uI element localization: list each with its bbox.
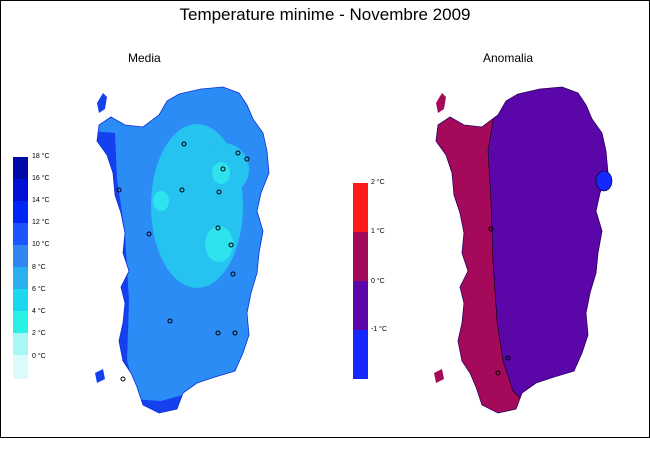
legend-swatch-8	[13, 267, 28, 289]
anomaly-label-0: 0 °C	[371, 278, 385, 285]
legend-swatch-6	[13, 289, 28, 311]
anomaly-sant-antioco-island	[434, 369, 444, 383]
legend-label-18: 18 °C	[32, 153, 50, 160]
media-sant-antioco-island	[95, 369, 105, 383]
anomaly-label-minus1: -1 °C	[371, 326, 388, 333]
legend-label-0: 0 °C	[32, 353, 46, 360]
anomaly-zero-contour	[487, 87, 524, 402]
legend-swatch-0	[13, 355, 28, 379]
anomaly-east-coast-spot	[595, 170, 613, 192]
legend-label-14: 14 °C	[32, 197, 50, 204]
media-cyan-zone-east	[205, 226, 233, 262]
anomaly-station-markers	[488, 226, 511, 376]
media-station-markers	[116, 141, 250, 382]
anomaly-swatch-0	[353, 281, 368, 330]
anomaly-east-zone	[488, 87, 608, 401]
anomaly-zones	[488, 87, 608, 401]
maps-canvas	[13, 86, 613, 414]
legend-label-10: 10 °C	[32, 241, 50, 248]
anomaly-swatch-minus1	[353, 330, 368, 379]
anomaly-legend-bar	[353, 183, 368, 379]
legend-label-12: 12 °C	[32, 219, 50, 226]
legend-swatch-4	[13, 311, 28, 333]
anomaly-label-1: 1 °C	[371, 228, 385, 235]
legend-label-16: 16 °C	[32, 175, 50, 182]
anomaly-label-2: 2 °C	[371, 179, 385, 186]
media-legend-bar	[13, 157, 28, 379]
media-cyan-zone-west	[153, 191, 169, 211]
map-figure: Temperature minime - Novembre 2009 Media…	[0, 0, 650, 438]
anomaly-swatch-2	[353, 183, 368, 232]
legend-label-8: 8 °C	[32, 264, 46, 271]
media-asinara-island	[97, 93, 107, 113]
legend-label-4: 4 °C	[32, 308, 46, 315]
legend-swatch-18	[13, 157, 28, 179]
media-south-coast-band	[131, 395, 191, 413]
legend-swatch-16	[13, 179, 28, 201]
media-map-title: Media	[128, 51, 161, 65]
legend-swatch-2	[13, 333, 28, 355]
anomaly-map-title: Anomalia	[483, 51, 534, 65]
anomaly-swatch-1	[353, 232, 368, 281]
legend-swatch-14	[13, 201, 28, 223]
media-cyan-zone-north	[212, 162, 230, 184]
figure-title: Temperature minime - Novembre 2009	[179, 5, 471, 24]
anomaly-asinara-island	[436, 93, 446, 113]
legend-label-2: 2 °C	[32, 330, 46, 337]
legend-swatch-12	[13, 223, 28, 245]
media-map	[95, 86, 270, 414]
anomaly-map	[434, 86, 613, 414]
legend-label-6: 6 °C	[32, 286, 46, 293]
legend-swatch-10	[13, 245, 28, 267]
